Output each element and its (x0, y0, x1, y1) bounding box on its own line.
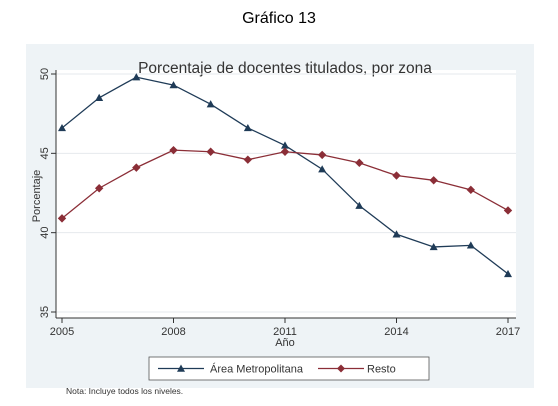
data-point (429, 176, 438, 185)
data-point (503, 206, 513, 215)
data-point (94, 184, 104, 193)
plot-area (56, 70, 516, 318)
legend-marker (337, 364, 345, 373)
page-heading: Gráfico 13 (242, 10, 316, 27)
x-tick-label: 2017 (496, 326, 520, 338)
chart-title: Porcentaje de docentes titulados, por zo… (138, 60, 432, 77)
legend-marker (177, 364, 185, 372)
chart-note: Nota: Incluye todos los niveles. (66, 386, 184, 396)
x-tick-label: 2011 (273, 326, 297, 338)
data-point (317, 150, 327, 160)
data-point (355, 201, 364, 209)
data-point (58, 123, 66, 132)
data-point (243, 123, 252, 132)
y-tick-label: 50 (39, 68, 51, 80)
y-tick-label: 45 (39, 147, 51, 159)
data-point (281, 141, 289, 149)
data-point (243, 155, 253, 164)
data-point (95, 93, 104, 101)
data-point (132, 73, 141, 81)
x-axis-label: Año (275, 337, 295, 349)
x-tick-label: 2014 (384, 326, 408, 338)
y-tick-label: 35 (39, 306, 51, 318)
data-point (429, 242, 438, 251)
legend-label: Resto (367, 364, 396, 376)
data-point (169, 145, 178, 155)
data-point (504, 269, 512, 278)
data-point (466, 241, 475, 249)
data-point (57, 214, 67, 223)
data-point (355, 158, 364, 168)
y-tick-label: 40 (39, 227, 51, 239)
data-point (392, 230, 401, 238)
data-point (206, 100, 215, 108)
data-point (392, 171, 401, 180)
legend-label: Área Metropolitana (210, 363, 304, 376)
legend-box (148, 356, 430, 381)
data-point (169, 81, 178, 89)
data-point (132, 163, 141, 172)
y-axis-label: Porcentaje (31, 170, 43, 223)
x-tick-label: 2005 (50, 326, 74, 338)
data-point (318, 165, 327, 173)
data-point (280, 147, 290, 156)
data-point (206, 147, 215, 156)
x-tick-label: 2008 (161, 326, 185, 338)
data-point (466, 185, 476, 195)
